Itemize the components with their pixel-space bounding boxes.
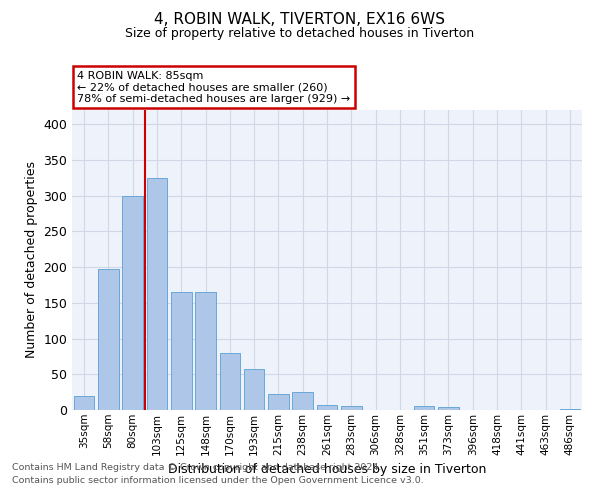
Text: Contains public sector information licensed under the Open Government Licence v3: Contains public sector information licen… xyxy=(12,476,424,485)
Bar xyxy=(560,408,580,410)
Bar xyxy=(220,353,240,410)
Text: Size of property relative to detached houses in Tiverton: Size of property relative to detached ho… xyxy=(125,28,475,40)
Text: 4 ROBIN WALK: 85sqm
← 22% of detached houses are smaller (260)
78% of semi-detac: 4 ROBIN WALK: 85sqm ← 22% of detached ho… xyxy=(77,71,350,104)
Text: Contains HM Land Registry data © Crown copyright and database right 2024.: Contains HM Land Registry data © Crown c… xyxy=(12,464,382,472)
Bar xyxy=(74,396,94,410)
X-axis label: Distribution of detached houses by size in Tiverton: Distribution of detached houses by size … xyxy=(168,463,486,476)
Bar xyxy=(292,392,313,410)
Bar xyxy=(244,370,265,410)
Bar xyxy=(414,406,434,410)
Bar xyxy=(195,292,216,410)
Bar xyxy=(171,292,191,410)
Bar xyxy=(146,178,167,410)
Bar xyxy=(98,270,119,410)
Bar xyxy=(341,406,362,410)
Bar xyxy=(268,394,289,410)
Bar xyxy=(317,405,337,410)
Bar xyxy=(122,196,143,410)
Text: 4, ROBIN WALK, TIVERTON, EX16 6WS: 4, ROBIN WALK, TIVERTON, EX16 6WS xyxy=(155,12,445,28)
Y-axis label: Number of detached properties: Number of detached properties xyxy=(25,162,38,358)
Bar xyxy=(438,407,459,410)
